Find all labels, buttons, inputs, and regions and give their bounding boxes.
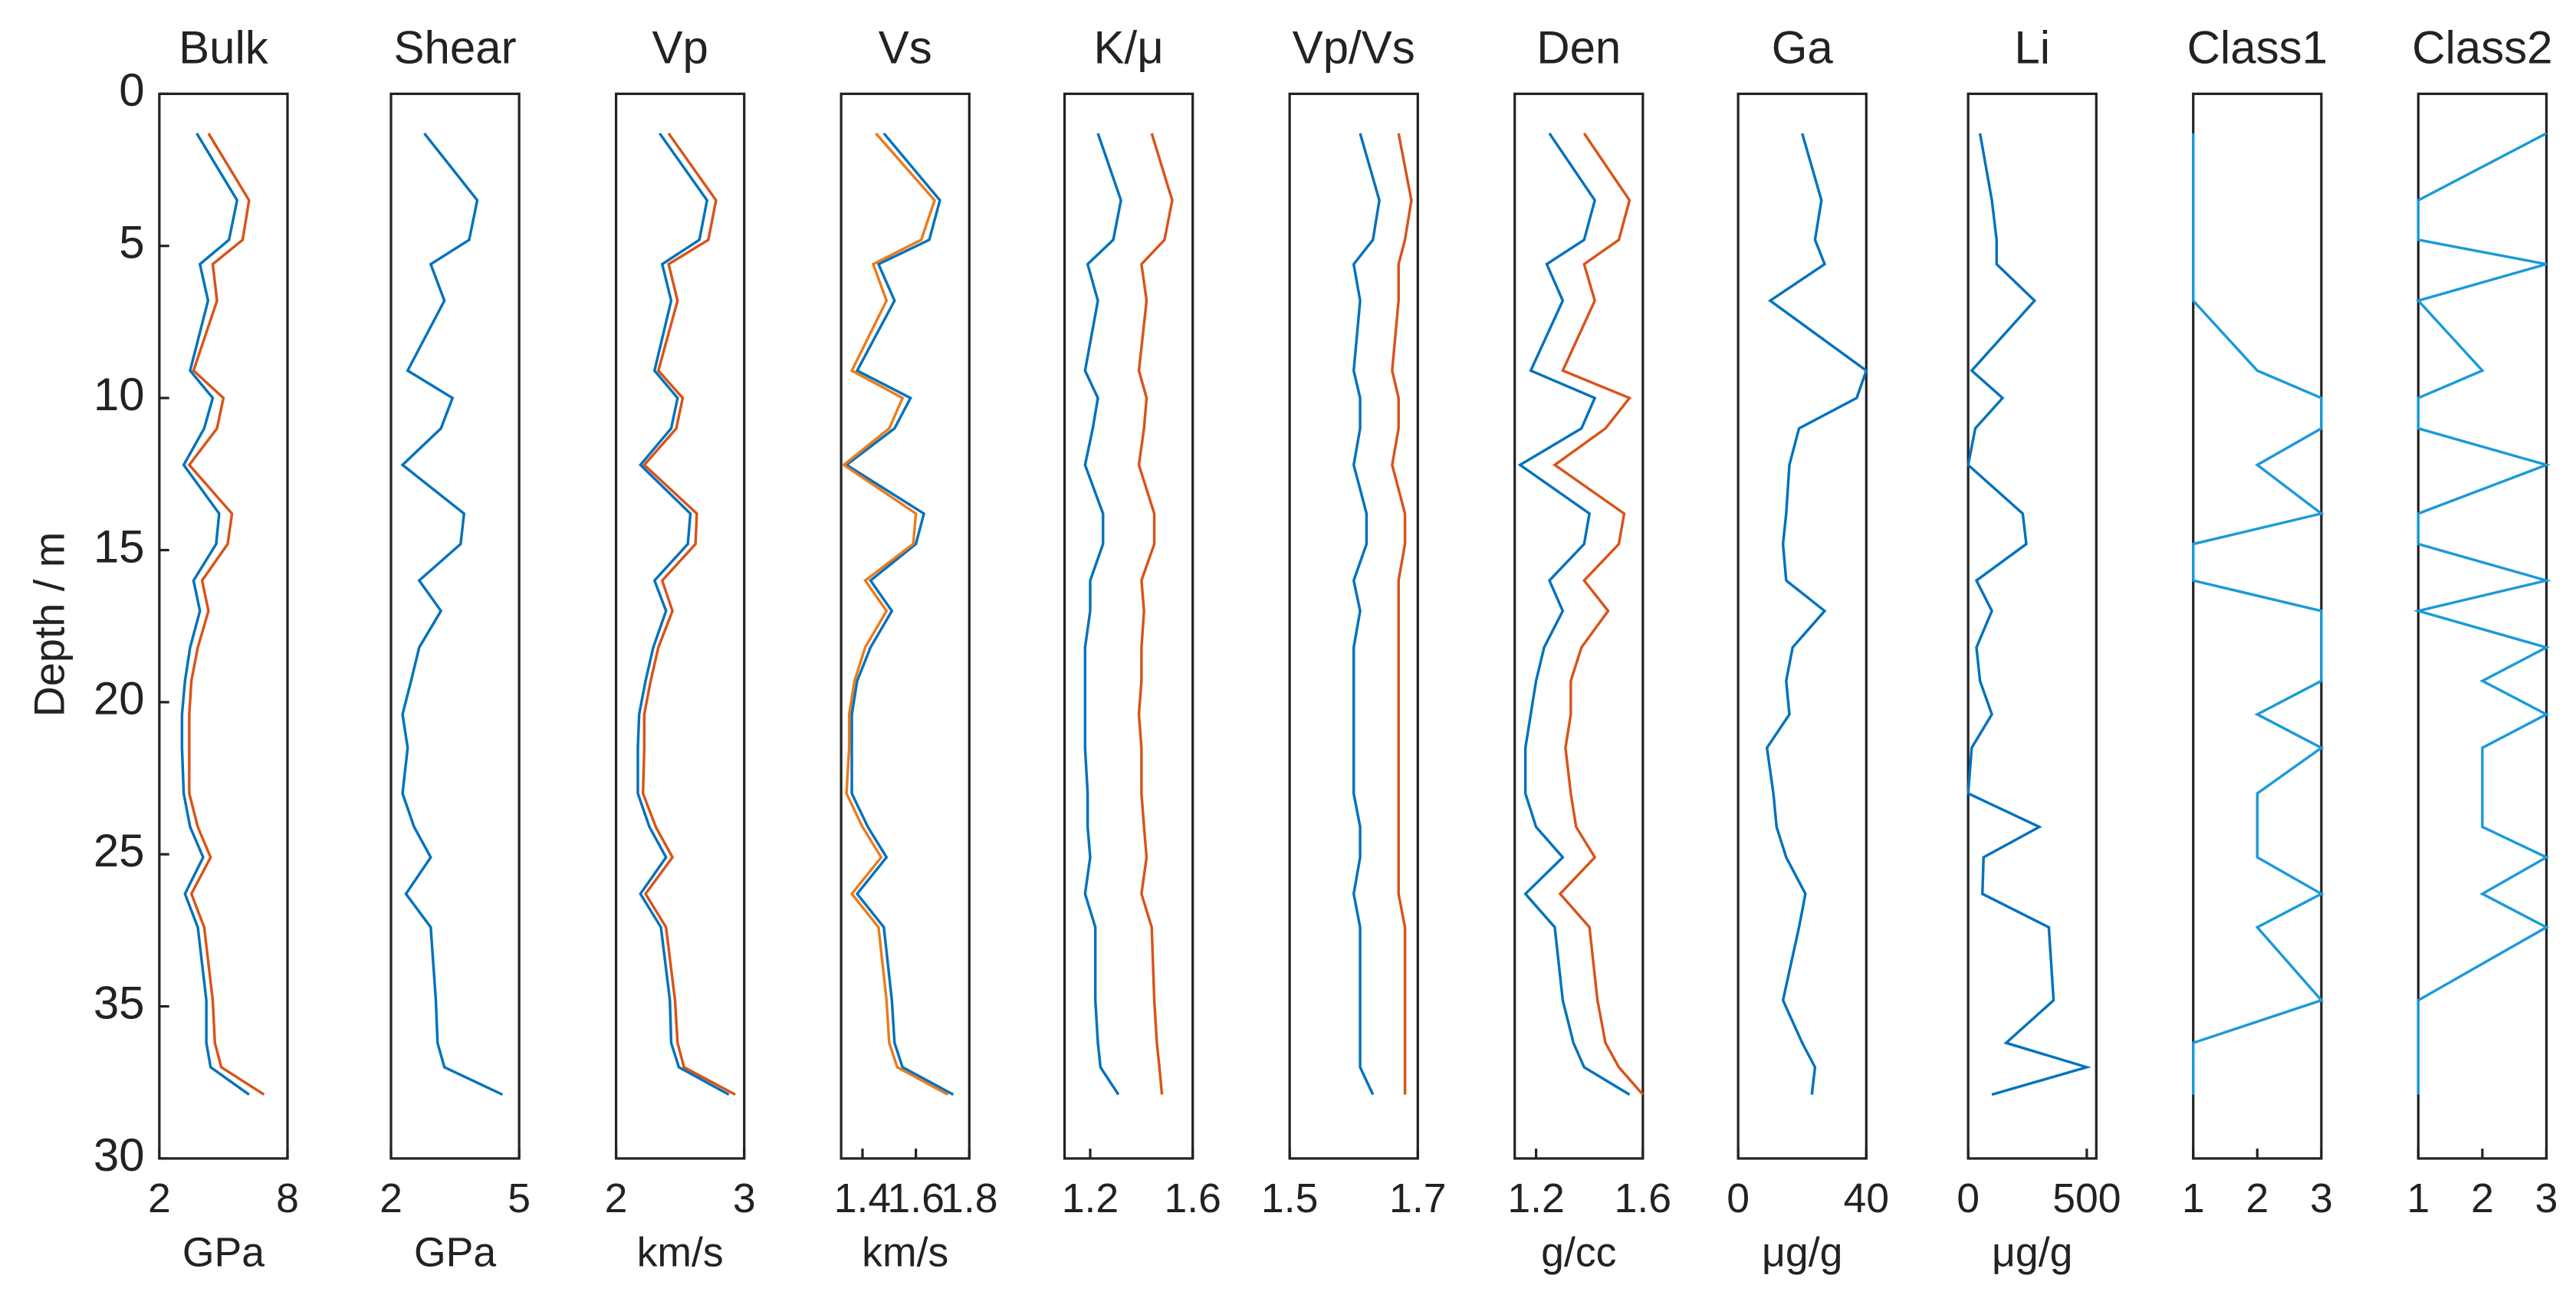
- panel-title: Ga: [1772, 21, 1834, 73]
- panel-title: Vp: [652, 21, 708, 73]
- x-tick-label: 1.8: [941, 1176, 997, 1221]
- x-axis-label: km/s: [862, 1231, 948, 1276]
- panel-frame: [158, 92, 289, 1160]
- panel-title: Class2: [2412, 21, 2552, 73]
- panel-title: Shear: [394, 21, 517, 73]
- y-tick-label: 20: [94, 673, 145, 725]
- panel-title: Class1: [2187, 21, 2328, 73]
- x-tick-label: 1.6: [1164, 1176, 1221, 1221]
- panel-title: Bulk: [179, 21, 269, 73]
- y-tick-label: 15: [94, 521, 145, 572]
- log-curve: [187, 133, 265, 1096]
- log-curve: [1352, 133, 1381, 1096]
- log-curve: [1765, 133, 1868, 1095]
- log-curve: [1517, 132, 1631, 1096]
- x-tick-label: 1: [2407, 1176, 2430, 1221]
- x-tick-label: 2: [2246, 1176, 2269, 1221]
- panel-frame: [614, 92, 746, 1160]
- x-tick-label: 1: [2182, 1176, 2205, 1221]
- x-tick-label: 0: [1727, 1176, 1750, 1221]
- x-tick-label: 1.7: [1389, 1176, 1446, 1221]
- log-curve: [180, 133, 250, 1096]
- log-curve: [1391, 133, 1413, 1095]
- panel-frame: [389, 92, 521, 1160]
- log-curve: [841, 132, 949, 1096]
- log-curve: [1137, 133, 1174, 1095]
- x-tick-label: 3: [2535, 1176, 2558, 1221]
- panel-title: Vp/Vs: [1293, 21, 1415, 73]
- log-curve: [1967, 133, 2091, 1096]
- x-axis-label: GPa: [182, 1231, 264, 1276]
- y-tick-label: 10: [94, 369, 145, 420]
- log-curve: [1083, 133, 1122, 1096]
- x-tick-label: 2: [2471, 1176, 2494, 1221]
- x-axis-label: GPa: [414, 1231, 496, 1276]
- y-tick-label: 35: [94, 977, 145, 1028]
- x-tick-label: 2: [380, 1176, 402, 1221]
- panel-frame: [1288, 92, 1419, 1160]
- y-tick-label: 25: [94, 825, 145, 876]
- panel-frame: [1967, 92, 2098, 1160]
- panel-title: Li: [2014, 21, 2050, 73]
- x-tick-label: 0: [1957, 1176, 1980, 1221]
- x-tick-label: 40: [1843, 1176, 1889, 1221]
- y-tick-label: 30: [94, 1129, 145, 1181]
- x-tick-label: 8: [276, 1176, 299, 1221]
- x-tick-label: 2: [605, 1176, 628, 1221]
- panel-frame: [1737, 92, 1868, 1160]
- panel-frame: [2192, 92, 2323, 1160]
- x-tick-label: 1.6: [1615, 1176, 1671, 1221]
- log-curve: [2413, 132, 2552, 1095]
- x-tick-label: 500: [2052, 1176, 2121, 1221]
- log-curve: [636, 132, 730, 1096]
- y-tick-label: 0: [119, 64, 144, 116]
- x-tick-label: 3: [733, 1176, 756, 1221]
- x-tick-label: 1.4: [834, 1176, 891, 1221]
- x-tick-label: 1.2: [1062, 1176, 1119, 1221]
- x-tick-label: 1.5: [1261, 1176, 1318, 1221]
- x-tick-label: 2: [148, 1176, 171, 1221]
- x-tick-label: 1.2: [1507, 1176, 1564, 1221]
- panel-frame: [2417, 92, 2548, 1160]
- log-curve: [641, 132, 736, 1096]
- y-tick-label: 5: [119, 217, 144, 268]
- log-curve: [400, 132, 504, 1096]
- x-tick-label: 5: [508, 1176, 531, 1221]
- log-curve: [1552, 132, 1644, 1096]
- y-axis-label: Depth / m: [25, 532, 73, 717]
- panel-title: Vs: [879, 21, 932, 73]
- panel-frame: [1063, 92, 1194, 1160]
- panel-frame: [1513, 92, 1644, 1160]
- x-tick-label: 3: [2310, 1176, 2333, 1221]
- x-axis-label: μg/g: [1992, 1231, 2072, 1276]
- log-curve: [2192, 133, 2325, 1095]
- x-tick-label: 1.6: [887, 1176, 944, 1221]
- x-axis-label: g/cc: [1541, 1231, 1616, 1276]
- panel-frame: [840, 92, 971, 1160]
- x-axis-label: km/s: [637, 1231, 724, 1276]
- panel-title: Den: [1536, 21, 1621, 73]
- x-axis-label: μg/g: [1762, 1231, 1842, 1276]
- panel-title: K/μ: [1094, 21, 1164, 73]
- log-curve: [844, 132, 955, 1096]
